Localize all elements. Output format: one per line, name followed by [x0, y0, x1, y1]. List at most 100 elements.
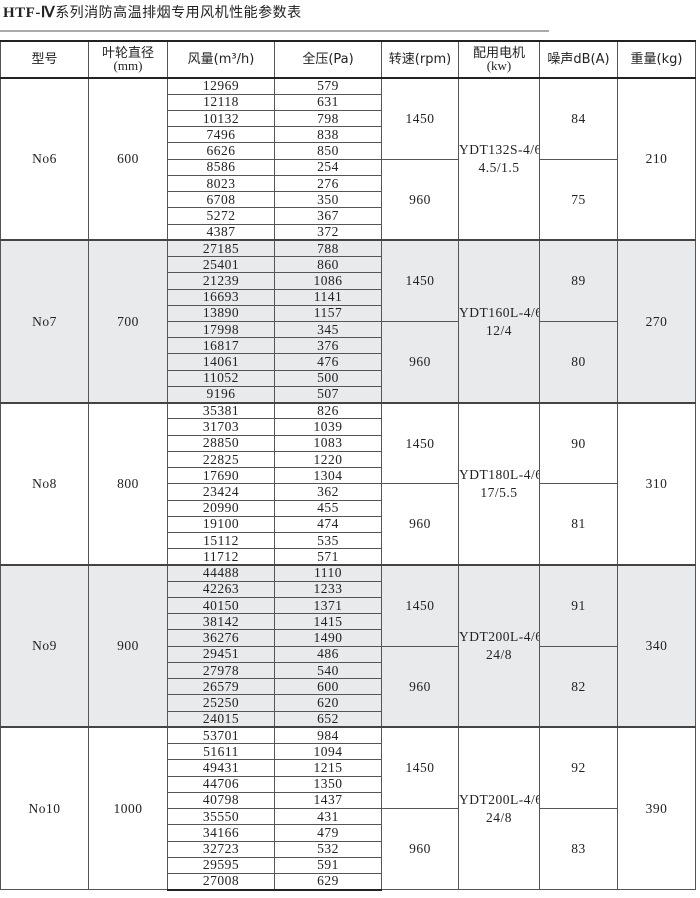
flow-cell: 49431: [167, 759, 275, 777]
pressure-cell: 535: [274, 532, 382, 550]
pressure-cell: 629: [274, 872, 382, 891]
flow-cell: 20990: [167, 499, 275, 517]
speed-cell: 1450: [381, 401, 459, 485]
pressure-cell: 532: [274, 840, 382, 858]
table-row: 42263 1233: [1, 580, 696, 599]
noise-cell: 91: [539, 564, 618, 647]
pressure-cell: 850: [274, 142, 382, 160]
pressure-cell: 431: [274, 808, 382, 826]
flow-cell: 22825: [167, 450, 275, 469]
header-weight: 重量(kg): [617, 40, 696, 79]
table-row: 17998 345 960 80: [1, 321, 696, 404]
flow-cell: 35550: [167, 808, 275, 826]
flow-cell: 16817: [167, 337, 275, 355]
table-row: 44706 1350: [1, 775, 696, 793]
table-row: 51611 1094: [1, 743, 696, 761]
motor-model: YDT180L-4/6: [459, 466, 540, 482]
pressure-cell: 860: [274, 256, 382, 274]
pressure-cell: 838: [274, 126, 382, 144]
speed-cell: 960: [381, 808, 459, 891]
speed-cell: 1450: [381, 726, 459, 810]
header-speed: 转速(rpm): [381, 40, 459, 79]
motor-model: YDT200L-4/6: [459, 629, 540, 645]
flow-cell: 11712: [167, 548, 275, 566]
header-motor: 配用电机 (kw): [458, 40, 540, 79]
flow-cell: 21239: [167, 272, 275, 290]
speed-cell: 1450: [381, 239, 459, 323]
pressure-cell: 276: [274, 174, 382, 193]
pressure-cell: 350: [274, 191, 382, 209]
table-row: 16693 1141: [1, 288, 696, 306]
table-row: 31703 1039: [1, 418, 696, 436]
title-prefix: HTF-Ⅳ: [3, 5, 56, 21]
header-label: 重量(kg): [630, 51, 683, 67]
table-row: 17690 1304: [1, 467, 696, 485]
header-pressure: 全压(Pa): [274, 40, 382, 79]
weight-cell: 270: [617, 239, 696, 404]
table-row: 25401 860: [1, 256, 696, 274]
table-row: 8023 276: [1, 174, 696, 193]
flow-cell: 53701: [167, 726, 275, 745]
table-row: 24015 652: [1, 710, 696, 728]
pressure-cell: 1110: [274, 564, 382, 582]
pressure-cell: 1220: [274, 450, 382, 469]
flow-cell: 40798: [167, 791, 275, 810]
header-flow: 风量(m³/h): [167, 40, 275, 79]
header-label: 转速(rpm): [388, 51, 452, 67]
noise-cell: 92: [539, 726, 618, 810]
pressure-cell: 788: [274, 239, 382, 258]
flow-cell: 36276: [167, 629, 275, 647]
table-row: 13890 1157: [1, 304, 696, 323]
flow-cell: 16693: [167, 288, 275, 306]
motor-power: 24/8: [485, 809, 512, 825]
pressure-cell: 571: [274, 548, 382, 566]
flow-cell: 32723: [167, 840, 275, 858]
noise-cell: 80: [539, 321, 618, 404]
speed-cell: 1450: [381, 564, 459, 647]
pressure-cell: 591: [274, 856, 382, 874]
pressure-cell: 1141: [274, 288, 382, 306]
flow-cell: 40150: [167, 596, 275, 615]
pressure-cell: 362: [274, 483, 382, 501]
table-row: 36276 1490: [1, 629, 696, 647]
flow-cell: 44706: [167, 775, 275, 793]
page-title: HTF-Ⅳ系列消防高温排烟专用风机性能参数表: [3, 2, 302, 22]
pressure-cell: 1415: [274, 613, 382, 631]
motor-model: YDT160L-4/6: [459, 304, 540, 320]
speed-cell: 960: [381, 645, 459, 728]
header-unit: (mm): [113, 57, 143, 73]
header-unit: (kw): [486, 57, 512, 73]
header-model: 型号: [0, 40, 89, 79]
motor-power: 24/8: [485, 647, 512, 663]
flow-cell: 7496: [167, 126, 275, 144]
table-row: 27978 540: [1, 661, 696, 680]
model-cell: No7: [0, 239, 89, 404]
pressure-cell: 1086: [274, 272, 382, 290]
motor-cell: YDT160L-4/6 12/4: [458, 239, 540, 404]
flow-cell: 4387: [167, 223, 275, 241]
pressure-cell: 345: [274, 321, 382, 339]
flow-cell: 27008: [167, 872, 275, 891]
flow-cell: 26579: [167, 678, 275, 696]
table-row: 32723 532: [1, 840, 696, 858]
flow-cell: 51611: [167, 743, 275, 761]
pressure-cell: 254: [274, 158, 382, 176]
flow-cell: 8586: [167, 158, 275, 176]
flow-cell: 29451: [167, 645, 275, 663]
weight-cell: 390: [617, 726, 696, 891]
pressure-cell: 476: [274, 353, 382, 371]
header-row: 型号 叶轮直径 (mm) 风量(m³/h) 全压(Pa) 转速(rpm) 配用电机 (kw) 噪…: [0, 40, 696, 79]
flow-cell: 14061: [167, 353, 275, 371]
table-row: 22825 1220: [1, 450, 696, 469]
pressure-cell: 376: [274, 337, 382, 355]
table-row: 15112 535: [1, 532, 696, 550]
flow-cell: 5272: [167, 207, 275, 225]
flow-cell: 19100: [167, 515, 275, 534]
flow-cell: 9196: [167, 385, 275, 404]
pressure-cell: 540: [274, 661, 382, 680]
noise-cell: 89: [539, 239, 618, 323]
pressure-cell: 631: [274, 93, 382, 111]
speed-cell: 960: [381, 483, 459, 566]
flow-cell: 17690: [167, 467, 275, 485]
motor-cell: YDT200L-4/6 24/8: [458, 726, 540, 891]
